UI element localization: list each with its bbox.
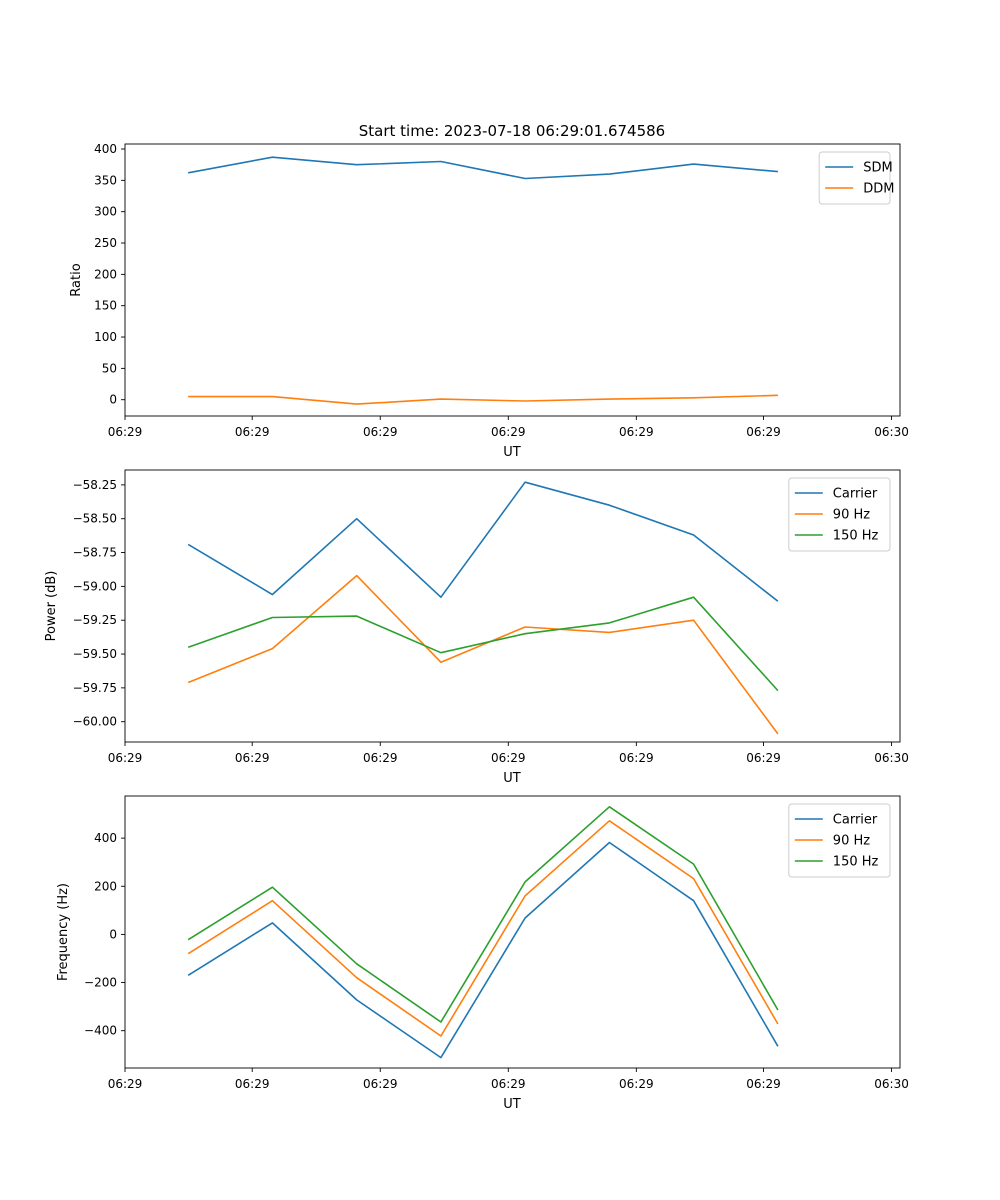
x-tick-label: 06:29 xyxy=(619,1077,654,1091)
series-line-carrier xyxy=(187,841,779,1059)
y-tick-label: 200 xyxy=(94,879,117,893)
x-axis-label: UT xyxy=(503,445,521,460)
y-tick-label: 200 xyxy=(94,267,117,281)
series-line-90-hz xyxy=(187,574,779,735)
panel-ratio: Start time: 2023-07-18 06:29:01.674586 0… xyxy=(69,122,909,460)
y-tick-label: 0 xyxy=(109,393,117,407)
y-tick-label: −59.75 xyxy=(73,681,117,695)
x-tick-label: 06:30 xyxy=(874,751,909,765)
y-tick-label: 250 xyxy=(94,236,117,250)
x-tick-label: 06:30 xyxy=(874,425,909,439)
y-axis-label: Ratio xyxy=(69,263,84,296)
legend-label: 90 Hz xyxy=(833,508,870,523)
legend-box xyxy=(818,151,891,205)
legend-label: SDM xyxy=(863,161,892,176)
axes-frame xyxy=(124,143,901,417)
y-tick-label: −200 xyxy=(84,976,117,990)
plot-area-power: 06:29 06:29 06:29 06:29 06:29 06:29 06:30 −60.0… xyxy=(73,469,909,765)
plot-area-ratio: 06:29 06:29 06:29 06:29 06:29 06:29 06:30 0 50 10… xyxy=(94,142,909,439)
series-line-ddm xyxy=(188,394,778,405)
legend-label: 150 Hz xyxy=(833,529,879,544)
axes-frame xyxy=(124,469,901,743)
y-tick-label: −58.50 xyxy=(73,512,117,526)
x-tick-label: 06:29 xyxy=(235,1077,270,1091)
y-tick-label: −59.00 xyxy=(73,579,117,593)
y-tick-label: 0 xyxy=(109,927,117,941)
y-tick-label: −59.50 xyxy=(73,647,117,661)
legend-box xyxy=(788,477,891,552)
y-tick-label: −60.00 xyxy=(73,715,117,729)
series-line-90-hz xyxy=(187,819,779,1037)
y-axis-label: Frequency (Hz) xyxy=(56,883,71,981)
x-tick-label: 06:29 xyxy=(746,1077,781,1091)
plot-area-frequency: 06:29 06:29 06:29 06:29 06:29 06:29 06:30 −400 −… xyxy=(84,795,909,1091)
legend: Carrier 90 Hz 150 Hz xyxy=(788,803,891,878)
x-axis-label: UT xyxy=(503,1097,521,1112)
x-tick-label: 06:29 xyxy=(235,751,270,765)
y-tick-label: 100 xyxy=(94,330,117,344)
legend: SDM DDM xyxy=(818,151,894,205)
x-tick-label: 06:29 xyxy=(619,425,654,439)
y-tick-label: 300 xyxy=(94,205,117,219)
x-tick-label: 06:29 xyxy=(363,751,398,765)
series-line-sdm xyxy=(188,156,778,180)
x-tick-label: 06:29 xyxy=(491,1077,526,1091)
x-tick-label: 06:29 xyxy=(235,425,270,439)
y-tick-label: −58.75 xyxy=(73,546,117,560)
x-tick-label: 06:29 xyxy=(746,425,781,439)
legend-label: DDM xyxy=(863,182,894,197)
y-tick-label: 350 xyxy=(94,173,117,187)
series-line-150-hz xyxy=(187,596,779,692)
x-tick-label: 06:29 xyxy=(108,425,143,439)
y-tick-label: 150 xyxy=(94,299,117,313)
panel-frequency: 06:29 06:29 06:29 06:29 06:29 06:29 06:30 −400 −… xyxy=(56,795,909,1112)
series-line-150-hz xyxy=(187,805,779,1023)
y-axis-label: Power (dB) xyxy=(44,571,59,642)
x-tick-label: 06:29 xyxy=(108,751,143,765)
y-tick-label: −58.25 xyxy=(73,478,117,492)
legend-label: Carrier xyxy=(833,487,878,502)
x-tick-label: 06:30 xyxy=(874,1077,909,1091)
y-tick-label: −400 xyxy=(84,1024,117,1038)
legend-box xyxy=(788,803,891,878)
y-tick-label: 400 xyxy=(94,831,117,845)
x-tick-label: 06:29 xyxy=(108,1077,143,1091)
x-tick-label: 06:29 xyxy=(491,751,526,765)
legend-label: 90 Hz xyxy=(833,834,870,849)
x-tick-label: 06:29 xyxy=(363,425,398,439)
panel-power: 06:29 06:29 06:29 06:29 06:29 06:29 06:30 −60.0… xyxy=(44,469,909,786)
y-tick-label: 50 xyxy=(102,361,117,375)
series-line-carrier xyxy=(187,481,779,602)
axes-frame xyxy=(124,795,901,1069)
x-tick-label: 06:29 xyxy=(491,425,526,439)
legend: Carrier 90 Hz 150 Hz xyxy=(788,477,891,552)
x-tick-label: 06:29 xyxy=(363,1077,398,1091)
chart-title: Start time: 2023-07-18 06:29:01.674586 xyxy=(359,122,665,140)
x-tick-label: 06:29 xyxy=(619,751,654,765)
x-axis-label: UT xyxy=(503,771,521,786)
legend-label: 150 Hz xyxy=(833,855,879,870)
x-tick-label: 06:29 xyxy=(746,751,781,765)
y-tick-label: 400 xyxy=(94,142,117,156)
legend-label: Carrier xyxy=(833,813,878,828)
y-tick-label: −59.25 xyxy=(73,613,117,627)
